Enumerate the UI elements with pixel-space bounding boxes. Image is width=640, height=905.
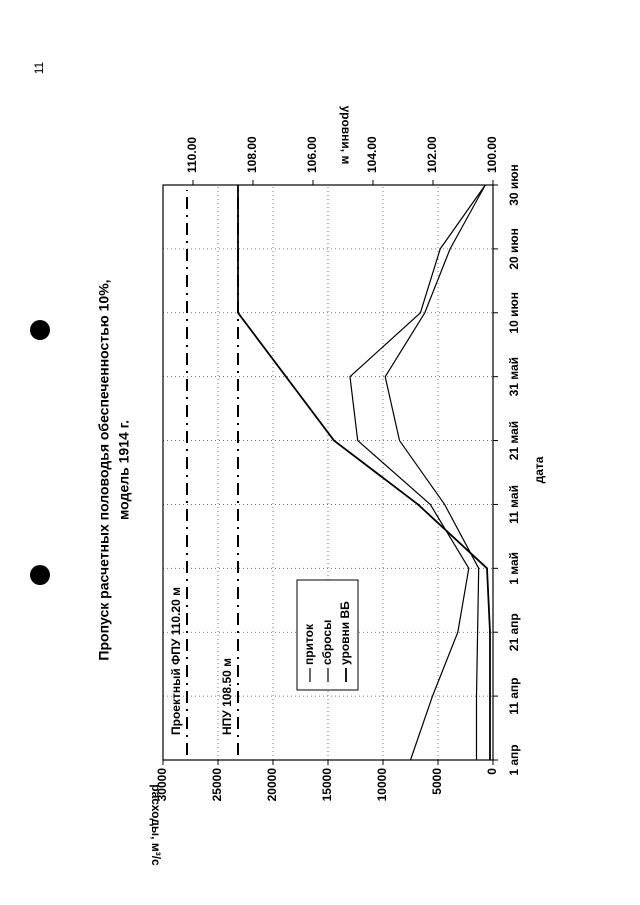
page-number: 11 bbox=[32, 61, 46, 74]
plot-frame bbox=[162, 184, 494, 761]
y-tick-label: 20000 bbox=[265, 768, 279, 802]
legend-label: сбросы bbox=[320, 620, 334, 665]
reference-label: Проектный ФПУ 110.20 м bbox=[169, 587, 183, 735]
chart-subtitle: модель 1914 г. bbox=[116, 420, 132, 520]
series-line bbox=[237, 185, 491, 760]
punch-hole bbox=[30, 320, 50, 340]
series-line bbox=[384, 184, 486, 760]
x-tick-label: 20 июн bbox=[507, 228, 521, 270]
x-tick-label: 11 апр bbox=[507, 677, 521, 714]
legend-label: приток bbox=[302, 623, 316, 665]
y-tick-label: 10000 bbox=[375, 768, 389, 802]
y2-tick-label: 104.00 bbox=[365, 136, 379, 173]
legend-box bbox=[296, 579, 359, 691]
x-tick-label: 31 май bbox=[507, 357, 521, 396]
y2-tick-label: 108.00 bbox=[245, 136, 259, 173]
legend-label: уровни ВБ bbox=[338, 601, 352, 665]
punch-hole bbox=[30, 565, 50, 585]
y-axis-label: расходы, м³/с bbox=[149, 784, 163, 866]
y2-tick-label: 110.00 bbox=[185, 137, 199, 173]
y-tick-label: 0 bbox=[485, 768, 499, 775]
y2-tick-label: 100.00 bbox=[485, 136, 499, 173]
x-tick-label: 1 апр bbox=[507, 744, 521, 775]
y2-axis-label: уровни, м bbox=[339, 106, 353, 165]
x-tick-label: 21 апр bbox=[507, 613, 521, 651]
x-tick-label: 11 май bbox=[507, 485, 521, 524]
x-tick-label: 21 май bbox=[507, 421, 521, 460]
x-tick-label: 1 май bbox=[507, 552, 521, 585]
y-tick-label: 25000 bbox=[210, 768, 224, 802]
chart-title: Пропуск расчетных половодья обеспеченнос… bbox=[96, 279, 112, 660]
y2-tick-label: 102.00 bbox=[425, 136, 439, 173]
y-tick-label: 15000 bbox=[320, 768, 334, 802]
series-line bbox=[349, 184, 486, 761]
rotated-chart: 11 Пропуск расчетных половодья обеспечен… bbox=[32, 61, 546, 866]
x-tick-label: 30 июн bbox=[507, 164, 521, 206]
y-tick-label: 30000 bbox=[155, 768, 169, 802]
x-axis-label: дата bbox=[532, 456, 546, 483]
y2-tick-label: 106.00 bbox=[305, 136, 319, 173]
x-tick-label: 10 июн bbox=[507, 292, 521, 334]
y-tick-label: 5000 bbox=[430, 768, 444, 795]
reference-label: НПУ 108.50 м bbox=[220, 658, 234, 735]
